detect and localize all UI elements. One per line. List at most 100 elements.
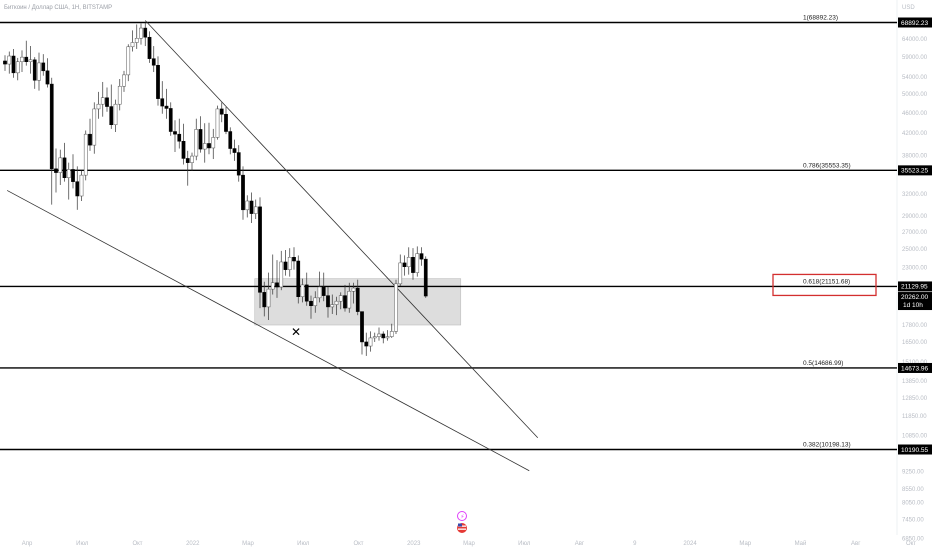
y-tick-label: 15100.00	[902, 360, 928, 366]
candle-body-bear	[49, 83, 54, 170]
candle	[300, 278, 305, 303]
candle	[343, 284, 347, 312]
x-tick-label: Окт	[906, 541, 916, 547]
candle-body-bear	[185, 158, 190, 163]
us-flag-stripe-2	[458, 528, 466, 530]
candle-body-bull	[100, 97, 105, 105]
candle-body-bull	[266, 288, 271, 308]
candle-body-bull	[368, 337, 373, 347]
candle	[347, 282, 352, 313]
lightning-icon[interactable]	[457, 511, 467, 521]
candle-body-bull	[394, 283, 398, 332]
candle	[79, 170, 84, 201]
candle-body-bear	[219, 108, 224, 115]
price-axis[interactable]: 64000.00 59000.00 54000.00 50000.00 46000.00…	[902, 37, 928, 542]
candle-body-bull	[15, 61, 20, 74]
y-tick-label: 25000.00	[902, 247, 928, 253]
candle	[92, 102, 97, 154]
candle-body-bear	[423, 258, 428, 297]
candle	[423, 256, 428, 298]
candle-body-bear	[364, 341, 369, 347]
candle-body-bear	[258, 206, 262, 293]
candle	[287, 248, 292, 277]
candle-body-bull	[130, 42, 135, 48]
candle	[309, 295, 313, 319]
fib-price-tag	[898, 17, 932, 28]
candle	[3, 55, 7, 71]
candle	[100, 81, 105, 117]
candle-body-bull	[215, 108, 220, 138]
candle	[75, 166, 80, 210]
y-tick-label: 8550.00	[902, 487, 924, 493]
candle	[15, 57, 20, 81]
candle-body-bear	[326, 295, 330, 308]
candle-body-bear	[164, 105, 169, 109]
x-tick-label: Авг	[575, 541, 585, 547]
candle-body-bear	[292, 257, 296, 262]
candle-body-bear	[224, 113, 228, 132]
candle	[377, 327, 381, 341]
candle	[275, 260, 279, 298]
candle-body-bear	[71, 169, 75, 182]
candle-body-bull	[134, 38, 139, 43]
candle-body-bear	[232, 148, 237, 153]
candle	[283, 249, 288, 276]
trendlines-layer	[6, 20, 539, 472]
candle	[126, 44, 131, 82]
time-axis[interactable]: Апр Июл Окт 2022 Мар Июл Окт 2023 Мар Июл Авг 9 2024…	[22, 540, 932, 547]
candle-body-bull	[96, 103, 101, 110]
candle-body-bear	[360, 311, 364, 343]
y-tick-label: 7450.00	[902, 518, 924, 524]
candle-body-bull	[139, 27, 143, 39]
fib-price-tag	[898, 444, 932, 455]
candle-body-bear	[198, 129, 203, 150]
candle-body-bull	[79, 174, 84, 197]
candle-body-bull	[66, 169, 71, 178]
candle	[181, 123, 186, 165]
x-tick-label: Мар	[463, 541, 475, 547]
candle-body-bull	[83, 133, 88, 176]
candle	[224, 107, 228, 135]
candle-body-bull	[377, 333, 381, 337]
candle-body-bear	[41, 62, 46, 72]
candle	[143, 22, 148, 47]
candle-body-bull	[287, 257, 292, 270]
current-price-tag	[898, 292, 932, 311]
candle-body-bear	[24, 56, 29, 62]
candle-body-bear	[143, 27, 148, 38]
y-tick-label: 8050.00	[902, 500, 924, 506]
candle-body-bear	[419, 253, 424, 260]
candle	[24, 40, 29, 66]
event-icons[interactable]: ⚡	[457, 511, 467, 534]
fib-price-tag-label: 21129.95	[901, 284, 928, 291]
price-tags-layer: 68892.23 35523.25 21129.95 14673.96 10190.55…	[898, 17, 932, 455]
candle	[334, 296, 339, 316]
lightning-glyph: ⚡	[460, 514, 464, 521]
x-tick-label: Мар	[739, 541, 751, 547]
candle	[194, 118, 199, 161]
y-tick-label: 6850.00	[902, 536, 924, 542]
candle	[296, 255, 301, 304]
candle-body-bull	[20, 56, 24, 62]
fib-price-tag-label: 35523.25	[901, 168, 928, 175]
y-tick-label: 10850.00	[902, 434, 928, 440]
candle-body-bull	[351, 287, 356, 292]
candle	[355, 279, 360, 316]
candle-body-bear	[88, 133, 92, 146]
chart-title: Биткоин / Доллар США, 1Н, BITSTAMP	[4, 5, 112, 11]
candle	[279, 250, 284, 291]
candle	[232, 139, 237, 161]
x-tick-label: 9	[633, 541, 637, 547]
candle-body-bear	[45, 70, 50, 85]
x-marker: ✕	[291, 325, 301, 339]
candle	[330, 294, 335, 314]
candle	[151, 46, 156, 73]
us-flag-canton	[458, 523, 462, 527]
candle-body-bear	[3, 60, 7, 65]
candle-body-bull	[347, 291, 352, 309]
current-price-label: 20262.00	[901, 294, 928, 301]
candle-body-bull	[194, 129, 199, 157]
y-tick-label: 12850.00	[902, 396, 928, 402]
fib-price-tag-label: 10190.55	[901, 447, 928, 454]
